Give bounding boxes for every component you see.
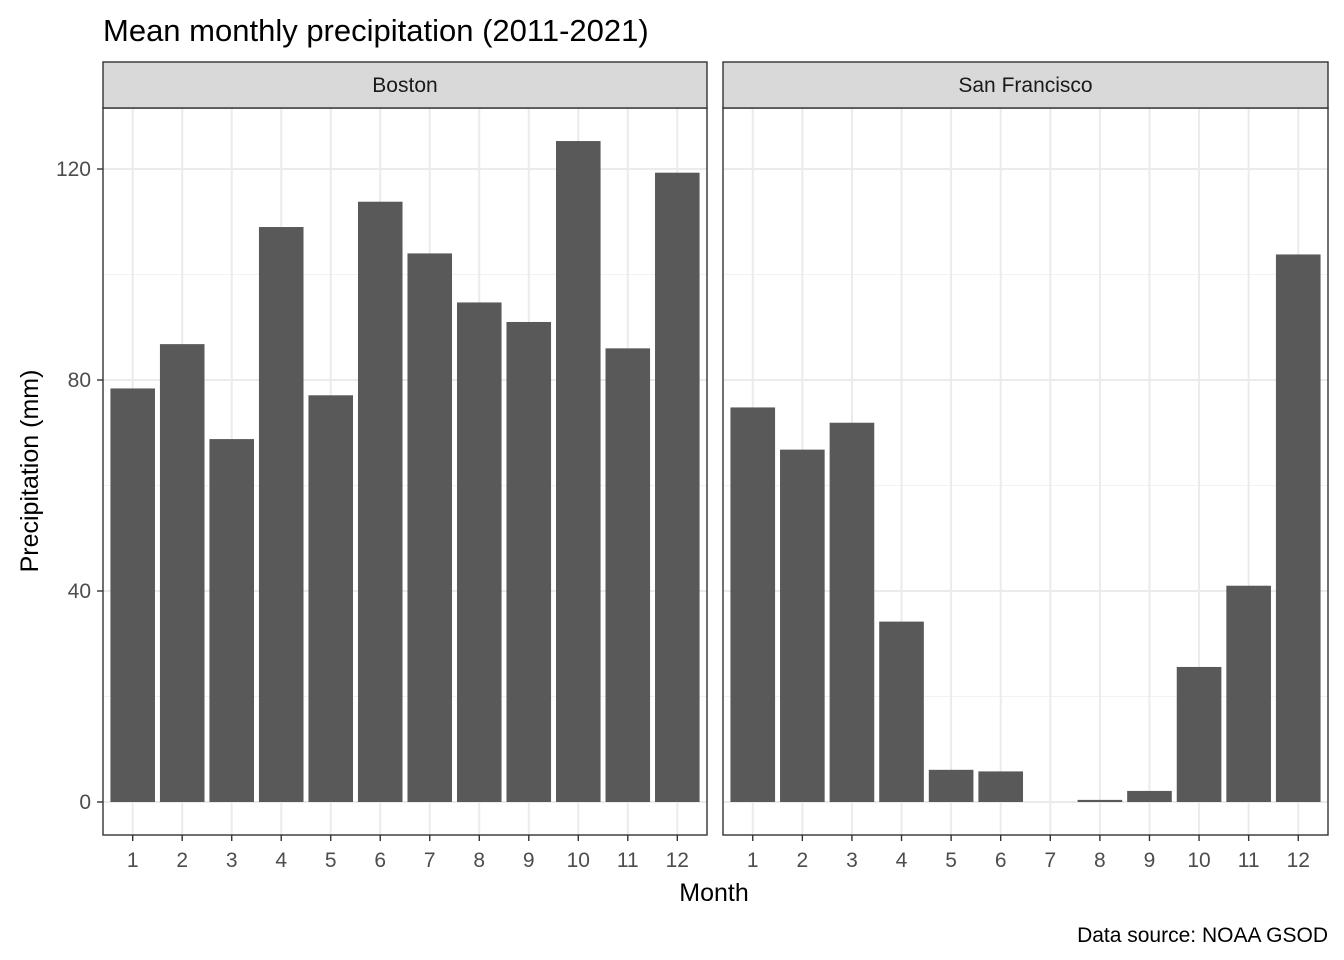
caption: Data source: NOAA GSOD (1077, 924, 1328, 947)
facet-strip-label: Boston (372, 74, 437, 97)
bar-san-francisco-month-12 (1275, 254, 1321, 802)
x-tick-label: 12 (666, 849, 689, 872)
bar-boston-month-7 (407, 253, 453, 802)
x-tick-label: 12 (1287, 849, 1310, 872)
x-tick-label: 9 (1144, 849, 1156, 872)
y-axis-title: Precipitation (mm) (16, 370, 44, 573)
x-tick-label: 5 (325, 849, 337, 872)
x-tick-label: 1 (747, 849, 759, 872)
x-tick-label: 8 (1094, 849, 1106, 872)
x-tick-label: 3 (226, 849, 238, 872)
bar-san-francisco-month-5 (928, 769, 974, 802)
bar-san-francisco-month-2 (780, 449, 825, 802)
x-tick-label: 8 (473, 849, 485, 872)
bar-san-francisco-month-1 (730, 407, 776, 802)
x-tick-label: 2 (176, 849, 188, 872)
y-tick-label: 80 (68, 369, 91, 392)
x-tick-label: 5 (945, 849, 957, 872)
y-axis: 0 40 80 120 (56, 158, 103, 814)
bar-boston-month-1 (110, 388, 155, 802)
x-tick-label: 6 (374, 849, 386, 872)
x-tick-label: 10 (567, 849, 590, 872)
bar-san-francisco-month-9 (1127, 790, 1172, 802)
x-tick-label: 3 (846, 849, 858, 872)
x-tick-label: 9 (523, 849, 535, 872)
bar-boston-month-12 (655, 172, 700, 802)
bar-boston-month-3 (209, 439, 254, 802)
y-tick-label: 120 (56, 158, 91, 181)
x-tick-label: 7 (1044, 849, 1056, 872)
y-tick-label: 40 (68, 580, 91, 603)
x-tick-label: 11 (617, 849, 639, 872)
x-tick-label: 4 (275, 849, 287, 872)
bar-boston-month-5 (308, 395, 354, 802)
bar-boston-month-11 (605, 348, 651, 802)
bar-san-francisco-month-11 (1226, 585, 1271, 802)
y-tick-label: 0 (79, 791, 91, 814)
x-tick-label: 4 (896, 849, 908, 872)
bar-boston-month-4 (258, 227, 304, 802)
bar-boston-month-10 (556, 141, 601, 803)
x-tick-label: 11 (1238, 849, 1260, 872)
bar-san-francisco-month-8 (1077, 799, 1123, 802)
facet-strip (102, 61, 708, 109)
facet-strip-label: San Francisco (958, 74, 1092, 97)
bar-boston-month-6 (357, 201, 403, 802)
facet-strip (722, 61, 1329, 109)
x-tick-label: 1 (127, 849, 139, 872)
bar-boston-month-2 (159, 344, 205, 802)
bar-san-francisco-month-10 (1176, 666, 1222, 802)
bar-san-francisco-month-6 (978, 771, 1024, 802)
bar-san-francisco-month-4 (879, 621, 924, 802)
chart-title: Mean monthly precipitation (2011-2021) (103, 13, 649, 48)
x-axis-title: Month (679, 879, 748, 907)
x-tick-label: 7 (424, 849, 436, 872)
x-tick-label: 2 (797, 849, 809, 872)
bar-boston-month-9 (506, 321, 552, 802)
x-tick-label: 6 (995, 849, 1007, 872)
bar-san-francisco-month-3 (829, 422, 875, 802)
bar-boston-month-8 (456, 302, 502, 802)
x-tick-label: 10 (1187, 849, 1210, 872)
